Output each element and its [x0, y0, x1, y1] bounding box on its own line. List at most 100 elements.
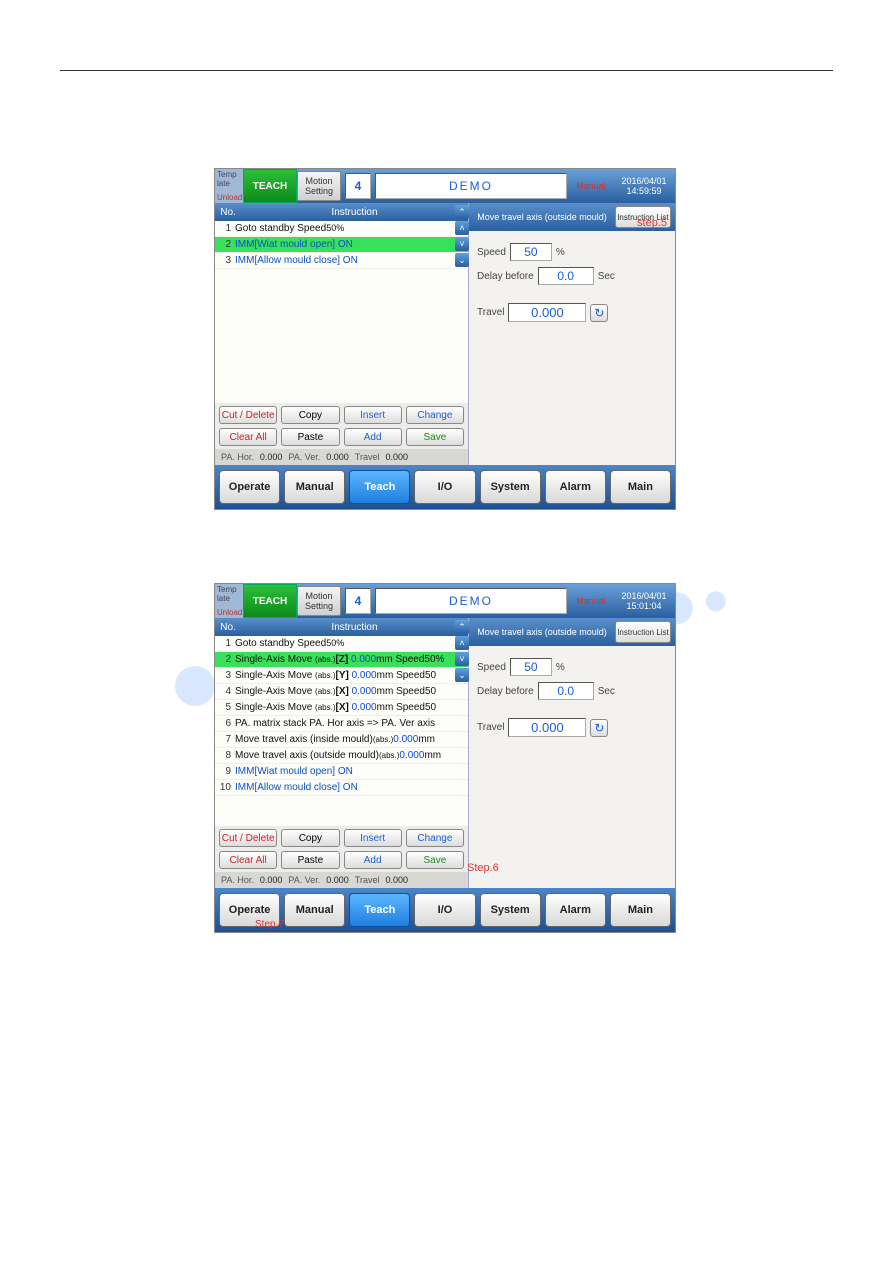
save-button[interactable]: Save: [406, 428, 464, 446]
row-text: Single-Axis Move (abs.)[X] 0.000mm Speed…: [235, 686, 468, 697]
instruction-row[interactable]: 6PA. matrix stack PA. Hor axis => PA. Ve…: [215, 716, 468, 732]
instruction-row[interactable]: 8Move travel axis (outside mould)(abs.)0…: [215, 748, 468, 764]
panel-body: No.Instruction1Goto standby Speed50%2Sin…: [215, 618, 675, 888]
motion-setting-button[interactable]: Motion Setting: [297, 171, 341, 201]
template-bottom: Unload: [217, 193, 241, 202]
delay-input[interactable]: 0.0: [538, 267, 594, 285]
row-number: 5: [215, 702, 235, 713]
panel-header: Temp lateUnloadTEACHMotion Setting4DEMOM…: [215, 584, 675, 618]
speed-input[interactable]: 50: [510, 243, 552, 261]
row-number: 9: [215, 766, 235, 777]
nav-main-button[interactable]: Main: [610, 893, 671, 927]
instruction-row[interactable]: 5Single-Axis Move (abs.)[X] 0.000mm Spee…: [215, 700, 468, 716]
scroll-bottom-icon[interactable]: ⌄: [455, 668, 469, 682]
travel-input[interactable]: 0.000: [508, 718, 586, 737]
nav-system-button[interactable]: System: [480, 470, 541, 504]
scroll-up-icon[interactable]: ˄: [455, 636, 469, 650]
step-annotation: step.5: [637, 217, 667, 229]
instruction-list-header: No.Instruction: [215, 203, 468, 221]
pa-readout: PA. Hor.0.000PA. Ver.0.000Travel0.000: [215, 449, 468, 465]
save-button[interactable]: Save: [406, 851, 464, 869]
row-number: 1: [215, 223, 235, 234]
insert-button[interactable]: Insert: [344, 829, 402, 847]
refresh-icon[interactable]: ↻: [590, 719, 608, 737]
program-name[interactable]: DEMO: [375, 588, 567, 614]
parameter-pane: ⌃˄˅⌄Move travel axis (outside mould)Inst…: [469, 203, 675, 465]
nav-system-button[interactable]: System: [480, 893, 541, 927]
scroll-up-icon[interactable]: ˄: [455, 221, 469, 235]
clear-all-button[interactable]: Clear All: [219, 851, 277, 869]
copy-button[interactable]: Copy: [281, 406, 339, 424]
template-button[interactable]: Temp lateUnload: [215, 169, 243, 203]
row-number: 2: [215, 654, 235, 665]
template-bottom: Unload: [217, 608, 241, 617]
program-number[interactable]: 4: [345, 173, 371, 199]
col-instruction: Instruction: [241, 207, 468, 218]
cut-delete-button[interactable]: Cut / Delete: [219, 406, 277, 424]
pa-hor-value: 0.000: [260, 452, 283, 462]
instruction-row[interactable]: 3IMM[Allow mould close] ON: [215, 253, 468, 269]
row-number: 6: [215, 718, 235, 729]
change-button[interactable]: Change: [406, 829, 464, 847]
hmi-panel-2: Temp lateUnloadTEACHMotion Setting4DEMO M…: [214, 583, 676, 933]
teach-mode-button[interactable]: TEACH: [243, 584, 297, 618]
time: 15:01:04: [626, 601, 661, 611]
instruction-row[interactable]: 2IMM[Wiat mould open] ON: [215, 237, 468, 253]
parameter-fields: Speed50%Delay before0.0SecTravel0.000↻: [469, 646, 675, 749]
scroll-down-icon[interactable]: ˅: [455, 237, 469, 251]
instruction-row[interactable]: 1Goto standby Speed50%: [215, 636, 468, 652]
nav-manual-button[interactable]: Manual: [284, 470, 345, 504]
change-button[interactable]: Change: [406, 406, 464, 424]
scroll-top-icon[interactable]: ⌃: [455, 205, 469, 219]
nav-manual-button[interactable]: Manual: [284, 893, 345, 927]
add-button[interactable]: Add: [344, 851, 402, 869]
nav-main-button[interactable]: Main: [610, 470, 671, 504]
cut-delete-button[interactable]: Cut / Delete: [219, 829, 277, 847]
parameter-title: Move travel axis (outside mould): [473, 627, 611, 638]
copy-button[interactable]: Copy: [281, 829, 339, 847]
instruction-row[interactable]: 1Goto standby Speed50%: [215, 221, 468, 237]
travel-input[interactable]: 0.000: [508, 303, 586, 322]
row-number: 1: [215, 638, 235, 649]
time: 14:59:59: [626, 186, 661, 196]
scroll-bottom-icon[interactable]: ⌄: [455, 253, 469, 267]
instruction-row[interactable]: 2Single-Axis Move (abs.)[Z] 0.000mm Spee…: [215, 652, 468, 668]
row-text: PA. matrix stack PA. Hor axis => PA. Ver…: [235, 718, 468, 729]
insert-button[interactable]: Insert: [344, 406, 402, 424]
instruction-row[interactable]: 10IMM[Allow mould close] ON: [215, 780, 468, 796]
nav-io-button[interactable]: I/O: [414, 470, 475, 504]
paste-button[interactable]: Paste: [281, 851, 339, 869]
instruction-row[interactable]: 4Single-Axis Move (abs.)[X] 0.000mm Spee…: [215, 684, 468, 700]
add-button[interactable]: Add: [344, 428, 402, 446]
delay-input[interactable]: 0.0: [538, 682, 594, 700]
motion-setting-button[interactable]: Motion Setting: [297, 586, 341, 616]
instruction-list-button[interactable]: Instruction List: [615, 621, 671, 643]
scroll-top-icon[interactable]: ⌃: [455, 620, 469, 634]
pa-hor-label: PA. Hor.: [221, 875, 254, 885]
speed-input[interactable]: 50: [510, 658, 552, 676]
instruction-row[interactable]: 7Move travel axis (inside mould)(abs.)0.…: [215, 732, 468, 748]
scroll-down-icon[interactable]: ˅: [455, 652, 469, 666]
teach-mode-button[interactable]: TEACH: [243, 169, 297, 203]
panel-header: Temp lateUnloadTEACHMotion Setting4DEMOM…: [215, 169, 675, 203]
template-button[interactable]: Temp lateUnload: [215, 584, 243, 618]
nav-alarm-button[interactable]: Alarm: [545, 470, 606, 504]
nav-teach-button[interactable]: Teach: [349, 470, 410, 504]
clear-all-button[interactable]: Clear All: [219, 428, 277, 446]
scroll-buttons: ⌃ ˄ ˅ ⌄: [455, 203, 469, 267]
row-text: Goto standby Speed50%: [235, 638, 468, 649]
instruction-row[interactable]: 9IMM[Wiat mould open] ON: [215, 764, 468, 780]
program-number[interactable]: 4: [345, 588, 371, 614]
nav-io-button[interactable]: I/O: [414, 893, 475, 927]
nav-operate-button[interactable]: Operate: [219, 470, 280, 504]
row-text: IMM[Allow mould close] ON: [235, 255, 468, 266]
paste-button[interactable]: Paste: [281, 428, 339, 446]
instruction-row[interactable]: 3Single-Axis Move (abs.)[Y] 0.000mm Spee…: [215, 668, 468, 684]
refresh-icon[interactable]: ↻: [590, 304, 608, 322]
parameter-header: Move travel axis (outside mould) Instruct…: [469, 618, 675, 646]
nav-teach-button[interactable]: Teach: [349, 893, 410, 927]
nav-alarm-button[interactable]: Alarm: [545, 893, 606, 927]
step-annotation: Step.6: [467, 862, 499, 874]
delay-label: Delay before: [477, 271, 534, 282]
program-name[interactable]: DEMO: [375, 173, 567, 199]
